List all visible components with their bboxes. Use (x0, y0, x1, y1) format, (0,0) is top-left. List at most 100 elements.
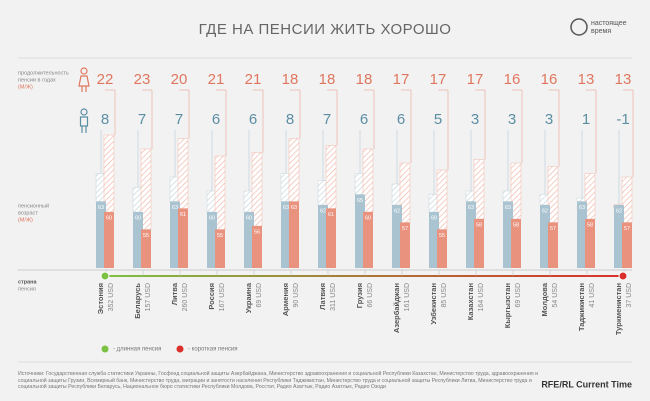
women-age-bar (289, 201, 299, 268)
label: пенсии в годах (18, 77, 56, 83)
men-years-label: 3 (471, 111, 479, 128)
title: ГДЕ НА ПЕНСИИ ЖИТЬ ХОРОШО (199, 21, 452, 38)
women-age-bar (400, 222, 410, 268)
women-age-bar (622, 222, 632, 268)
legend-text: - короткая пенсия (188, 347, 238, 353)
pension-label: 37 USD (626, 283, 633, 308)
men-age-label: 63 (172, 205, 178, 211)
pension-label: 352 USD (108, 283, 115, 311)
country-label: Кыргызстан (503, 283, 512, 328)
women-age-bar (326, 208, 336, 268)
women-age-bar (141, 229, 151, 268)
women-years-bar (177, 138, 189, 209)
women-age-label: 58 (513, 222, 519, 228)
women-years-bar (103, 134, 115, 213)
women-age-bar (215, 229, 225, 268)
women-years-label: 17 (393, 71, 410, 88)
label: пенсия (18, 286, 36, 292)
country-label: Молдова (540, 282, 549, 316)
men-age-bar (281, 201, 291, 268)
women-years-label: 18 (282, 71, 299, 88)
men-age-bar (170, 201, 180, 268)
men-age-label: 63 (98, 205, 104, 211)
men-age-label: 62 (616, 208, 622, 214)
women-years-label: 18 (356, 71, 373, 88)
pension-label: 164 USD (478, 283, 485, 311)
women-age-label: 61 (328, 212, 334, 218)
women-years-label: 13 (615, 71, 632, 88)
label: (М/Ж) (18, 217, 33, 223)
men-age-label: 62 (542, 208, 548, 214)
men-years-label: 7 (138, 111, 146, 128)
men-age-label: 60 (209, 215, 215, 221)
country-label: Литва (170, 282, 179, 305)
men-age-bar (96, 201, 106, 268)
pension-label: 66 USD (367, 283, 374, 308)
women-years-label: 20 (171, 71, 188, 88)
men-age-label: 62 (394, 208, 400, 214)
men-years-label: 8 (101, 111, 109, 128)
men-years-label: 6 (212, 111, 220, 128)
label: (М/Ж) (18, 84, 33, 90)
women-age-label: 55 (143, 233, 149, 239)
legend-dot (101, 345, 109, 353)
country-label: Россия (207, 283, 216, 310)
men-years-label: 3 (545, 111, 553, 128)
women-age-label: 63 (291, 205, 297, 211)
men-age-bar (133, 212, 143, 268)
women-age-label: 57 (402, 226, 408, 232)
women-years-label: 17 (430, 71, 447, 88)
pension-label: 54 USD (552, 283, 559, 308)
men-age-bar (577, 201, 587, 268)
men-years-label: 3 (508, 111, 516, 128)
country-label: Узбекистан (429, 283, 438, 325)
men-years-label: 7 (323, 111, 331, 128)
country-label: Эстония (96, 283, 105, 314)
women-age-label: 58 (476, 222, 482, 228)
men-years-label: 1 (582, 111, 590, 128)
men-age-label: 62 (320, 208, 326, 214)
pension-label: 69 USD (256, 283, 263, 308)
logo-icon (570, 18, 588, 36)
women-age-bar (252, 226, 262, 268)
women-years-label: 21 (208, 71, 225, 88)
pension-label: 90 USD (293, 283, 300, 308)
women-years-label: 17 (467, 71, 484, 88)
men-age-bar (392, 205, 402, 268)
women-age-bar (474, 219, 484, 268)
men-age-bar (466, 201, 476, 268)
women-years-label: 16 (541, 71, 558, 88)
pension-label: 161 USD (404, 283, 411, 311)
long-dot (100, 271, 110, 281)
men-age-bar (244, 212, 254, 268)
men-age-label: 63 (505, 205, 511, 211)
pension-label: 167 USD (219, 283, 226, 311)
women-years-label: 16 (504, 71, 521, 88)
label: продолжительность (18, 70, 69, 76)
label: пенсионный (18, 202, 49, 209)
men-years-label: 6 (397, 111, 405, 128)
pension-label: 311 USD (330, 283, 337, 311)
women-age-bar (511, 219, 521, 268)
country-label: Азербайджан (392, 283, 401, 333)
short-dot (618, 271, 628, 281)
men-age-label: 63 (579, 205, 585, 211)
men-age-label: 63 (468, 205, 474, 211)
women-age-bar (437, 229, 447, 268)
men-age-label: 65 (357, 198, 363, 204)
women-age-bar (548, 222, 558, 268)
pension-label: 260 USD (182, 283, 189, 311)
legend-dot (176, 345, 184, 353)
country-label: Грузия (355, 283, 364, 308)
legend-text: - длинная пенсия (113, 347, 161, 353)
country-label: Беларусь (133, 283, 142, 319)
women-years-label: 21 (245, 71, 262, 88)
men-years-label: -1 (616, 111, 629, 128)
women-age-label: 56 (254, 229, 260, 235)
country-label: Казахстан (466, 283, 475, 320)
source: Источники: Государственная служба статис… (18, 371, 538, 391)
country-label: Украина (244, 282, 253, 313)
women-years-bar (325, 145, 337, 209)
pension-label: 69 USD (515, 283, 522, 308)
women-age-label: 55 (439, 233, 445, 239)
